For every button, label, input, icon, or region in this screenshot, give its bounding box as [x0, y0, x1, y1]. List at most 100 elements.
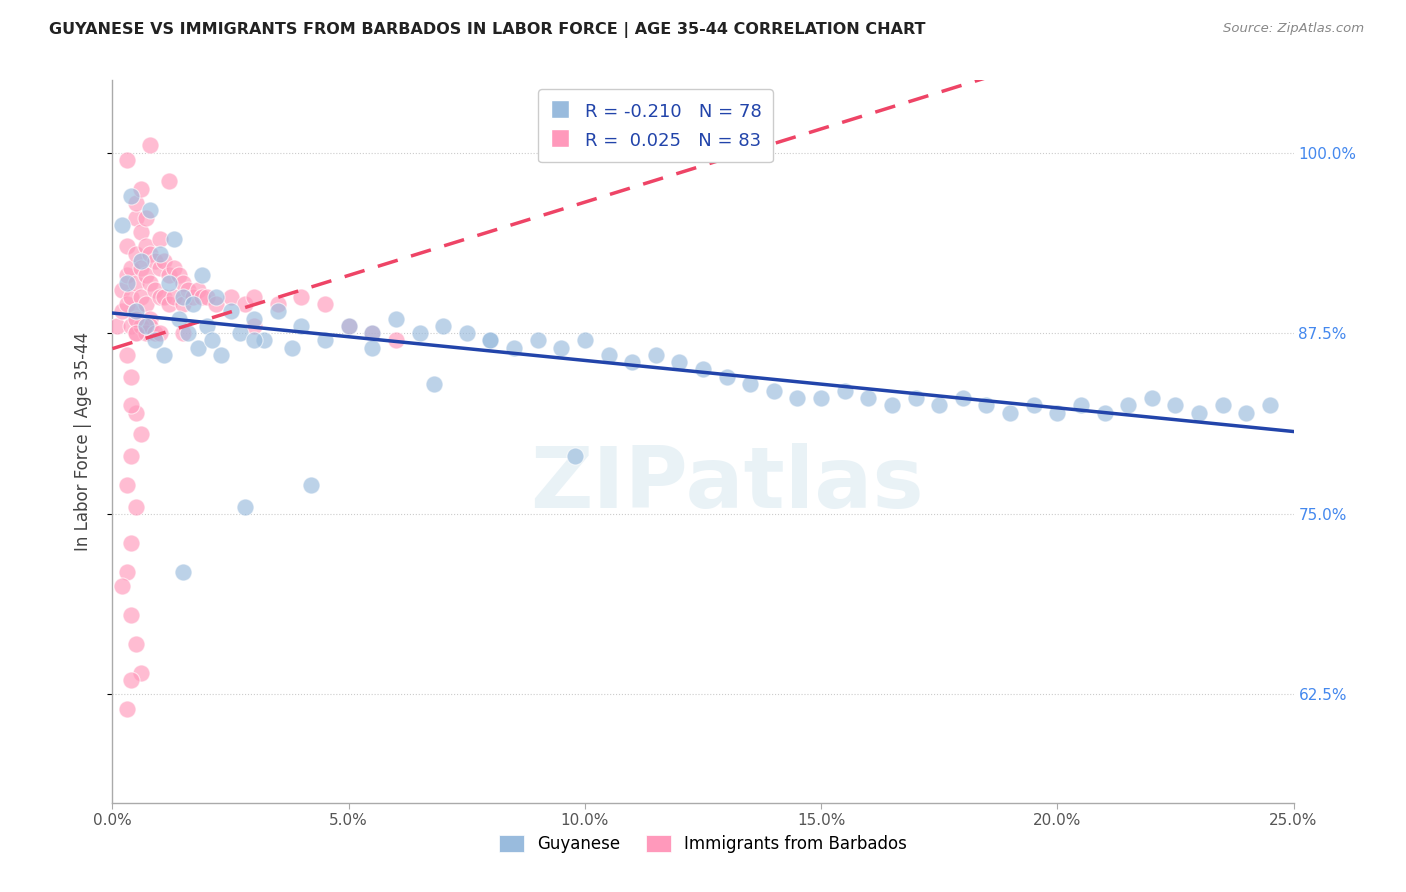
Point: [880, 399, 903, 413]
Point: [172, 326, 194, 341]
Point: [125, 637, 148, 651]
Point: [692, 362, 714, 376]
Point: [153, 348, 176, 362]
Point: [125, 406, 148, 420]
Point: [432, 318, 454, 333]
Point: [503, 341, 526, 355]
Point: [157, 276, 180, 290]
Point: [1046, 406, 1069, 420]
Point: [149, 232, 172, 246]
Point: [205, 290, 228, 304]
Point: [157, 174, 180, 188]
Point: [153, 253, 176, 268]
Point: [314, 334, 336, 348]
Point: [135, 268, 157, 283]
Point: [135, 326, 157, 341]
Point: [115, 702, 138, 716]
Point: [177, 326, 200, 341]
Point: [149, 326, 172, 341]
Legend: Guyanese, Immigrants from Barbados: Guyanese, Immigrants from Barbados: [492, 828, 914, 860]
Point: [120, 535, 142, 549]
Point: [105, 318, 128, 333]
Point: [120, 261, 142, 276]
Point: [479, 334, 502, 348]
Point: [290, 318, 312, 333]
Point: [201, 334, 224, 348]
Point: [115, 348, 138, 362]
Point: [163, 290, 186, 304]
Point: [253, 334, 276, 348]
Point: [172, 565, 194, 579]
Point: [135, 239, 157, 253]
Text: ZIPatlas: ZIPatlas: [530, 443, 924, 526]
Point: [115, 276, 138, 290]
Point: [172, 290, 194, 304]
Point: [143, 326, 166, 341]
Point: [361, 326, 384, 341]
Point: [120, 673, 142, 687]
Point: [167, 268, 190, 283]
Point: [834, 384, 856, 398]
Point: [111, 304, 134, 318]
Point: [129, 427, 152, 442]
Point: [125, 326, 148, 341]
Point: [111, 579, 134, 593]
Point: [181, 290, 204, 304]
Y-axis label: In Labor Force | Age 35-44: In Labor Force | Age 35-44: [73, 332, 91, 551]
Point: [129, 253, 152, 268]
Point: [115, 153, 138, 167]
Point: [125, 276, 148, 290]
Point: [149, 290, 172, 304]
Point: [408, 326, 430, 341]
Point: [129, 182, 152, 196]
Point: [385, 311, 408, 326]
Point: [1116, 399, 1139, 413]
Point: [139, 246, 162, 260]
Point: [299, 478, 322, 492]
Point: [115, 565, 138, 579]
Point: [163, 232, 186, 246]
Point: [598, 348, 620, 362]
Point: [219, 290, 242, 304]
Point: [143, 334, 166, 348]
Text: GUYANESE VS IMMIGRANTS FROM BARBADOS IN LABOR FORCE | AGE 35-44 CORRELATION CHAR: GUYANESE VS IMMIGRANTS FROM BARBADOS IN …: [49, 22, 925, 38]
Point: [120, 399, 142, 413]
Point: [858, 391, 880, 405]
Point: [209, 348, 232, 362]
Point: [668, 355, 690, 369]
Point: [129, 261, 152, 276]
Point: [1070, 399, 1092, 413]
Point: [479, 334, 502, 348]
Point: [1188, 406, 1211, 420]
Point: [125, 304, 148, 318]
Point: [337, 318, 360, 333]
Point: [243, 290, 266, 304]
Point: [120, 318, 142, 333]
Point: [621, 355, 644, 369]
Point: [177, 283, 200, 297]
Point: [149, 246, 172, 260]
Point: [998, 406, 1021, 420]
Point: [385, 334, 408, 348]
Point: [135, 318, 157, 333]
Point: [139, 318, 162, 333]
Point: [120, 369, 142, 384]
Point: [928, 399, 950, 413]
Point: [111, 283, 134, 297]
Point: [526, 334, 548, 348]
Point: [143, 283, 166, 297]
Point: [125, 304, 148, 318]
Point: [195, 290, 218, 304]
Point: [135, 211, 157, 225]
Point: [422, 376, 444, 391]
Point: [281, 341, 304, 355]
Point: [139, 276, 162, 290]
Point: [904, 391, 927, 405]
Point: [219, 304, 242, 318]
Point: [120, 189, 142, 203]
Point: [125, 326, 148, 341]
Point: [1094, 406, 1116, 420]
Point: [125, 311, 148, 326]
Point: [139, 311, 162, 326]
Point: [181, 297, 204, 311]
